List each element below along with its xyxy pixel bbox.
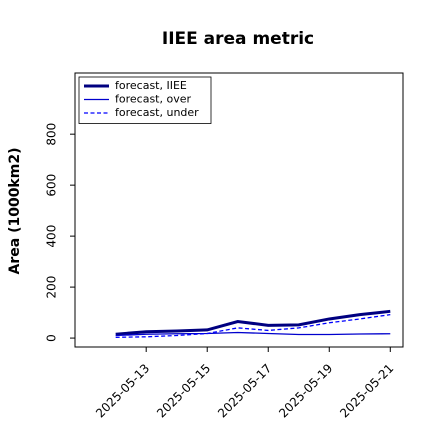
legend-label: forecast, under: [115, 106, 199, 119]
x-tick-label: 2025-05-17: [215, 361, 274, 420]
legend-label: forecast, IIEE: [115, 79, 187, 92]
y-tick-label: 800: [45, 123, 59, 146]
series-line: [115, 331, 391, 337]
series-line: [115, 309, 391, 336]
y-tick-label: 600: [45, 174, 59, 197]
legend-label: forecast, over: [115, 93, 191, 106]
x-tick-label: 2025-05-13: [93, 361, 152, 420]
series-line: [115, 313, 391, 338]
chart-title: IIEE area metric: [162, 29, 314, 49]
y-tick-label: 400: [45, 225, 59, 248]
y-tick-label: 0: [45, 334, 59, 342]
y-axis-label: Area (1000km2): [7, 148, 23, 275]
y-tick-label: 200: [45, 276, 59, 299]
x-tick-label: 2025-05-19: [276, 361, 335, 420]
x-tick-label: 2025-05-15: [154, 361, 213, 420]
plot-frame: [74, 72, 404, 348]
x-tick-label: 2025-05-21: [337, 361, 396, 420]
